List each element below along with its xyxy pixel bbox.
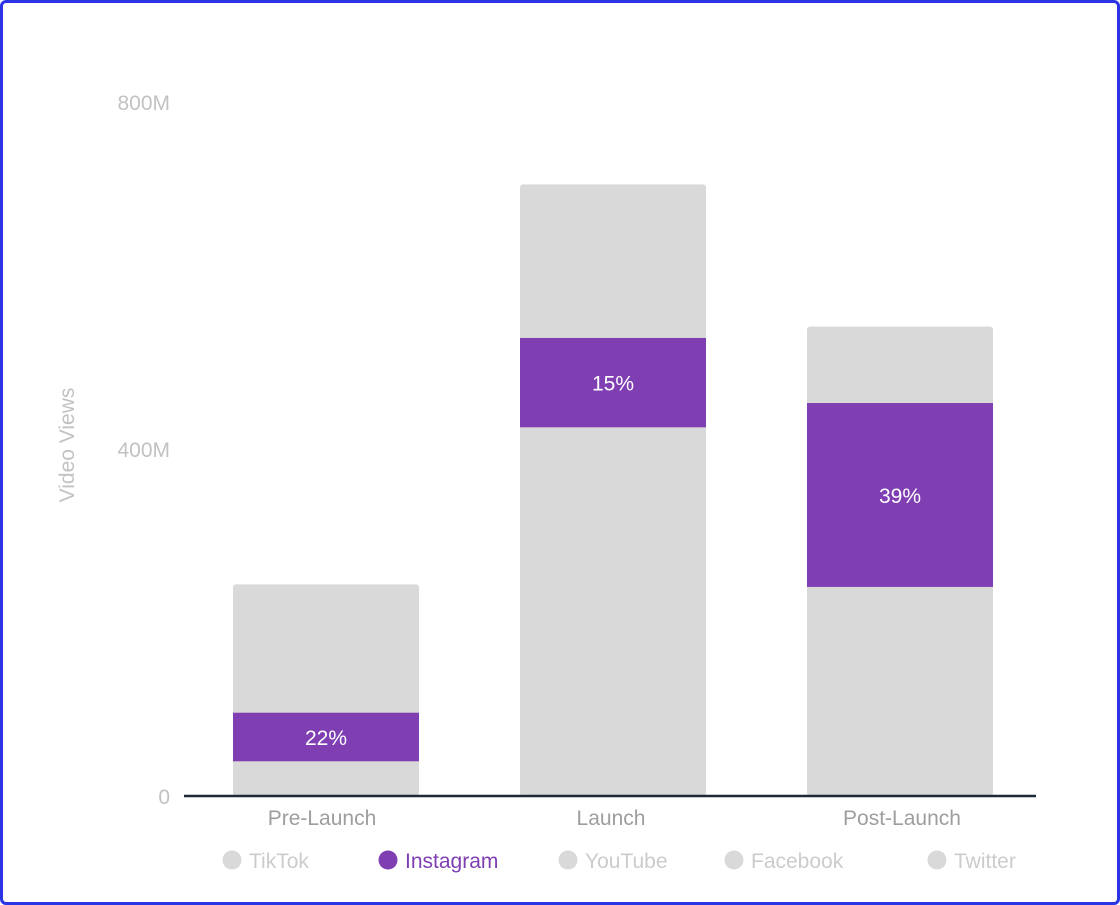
legend-swatch <box>724 850 744 870</box>
legend-label: Facebook <box>751 850 844 873</box>
legend-label: YouTube <box>585 850 668 873</box>
legend-label: Instagram <box>405 850 498 873</box>
legend-item-instagram[interactable]: Instagram <box>378 850 499 873</box>
y-tick-label: 0 <box>158 786 170 809</box>
y-tick-label: 400M <box>117 439 170 462</box>
x-category-label: Pre-Launch <box>268 807 377 830</box>
bar-total-launch[interactable] <box>520 184 706 797</box>
y-axis-label: Video Views <box>56 388 79 503</box>
bar-total-pre-launch[interactable] <box>233 584 419 796</box>
y-axis-ticks: 0 400M 800M <box>117 92 170 809</box>
legend-swatch <box>927 850 947 870</box>
y-tick-label: 800M <box>117 92 170 115</box>
legend-swatch <box>558 850 578 870</box>
legend-item-youtube[interactable]: YouTube <box>558 850 668 873</box>
legend-swatch <box>378 850 398 870</box>
bars: 22% 15% 39% <box>233 184 993 797</box>
legend-item-facebook[interactable]: Facebook <box>724 850 844 873</box>
bar-segment-instagram[interactable] <box>807 403 993 587</box>
bar-segment-instagram[interactable] <box>520 337 706 428</box>
legend-label: Twitter <box>954 850 1016 873</box>
segment-percent-label: 22% <box>305 727 347 750</box>
x-category-label: Post-Launch <box>843 807 961 830</box>
bar-segment-instagram[interactable] <box>233 712 419 762</box>
legend-item-twitter[interactable]: Twitter <box>927 850 1016 873</box>
legend-swatch <box>222 850 242 870</box>
x-category-label: Launch <box>577 807 646 830</box>
legend[interactable]: TikTok Instagram YouTube Facebook Twitter <box>222 850 1016 873</box>
category-labels: Pre-Launch Launch Post-Launch <box>268 807 961 830</box>
legend-item-tiktok[interactable]: TikTok <box>222 850 310 873</box>
segment-percent-label: 15% <box>592 373 634 396</box>
segment-percent-label: 39% <box>879 485 921 508</box>
legend-label: TikTok <box>249 850 309 873</box>
